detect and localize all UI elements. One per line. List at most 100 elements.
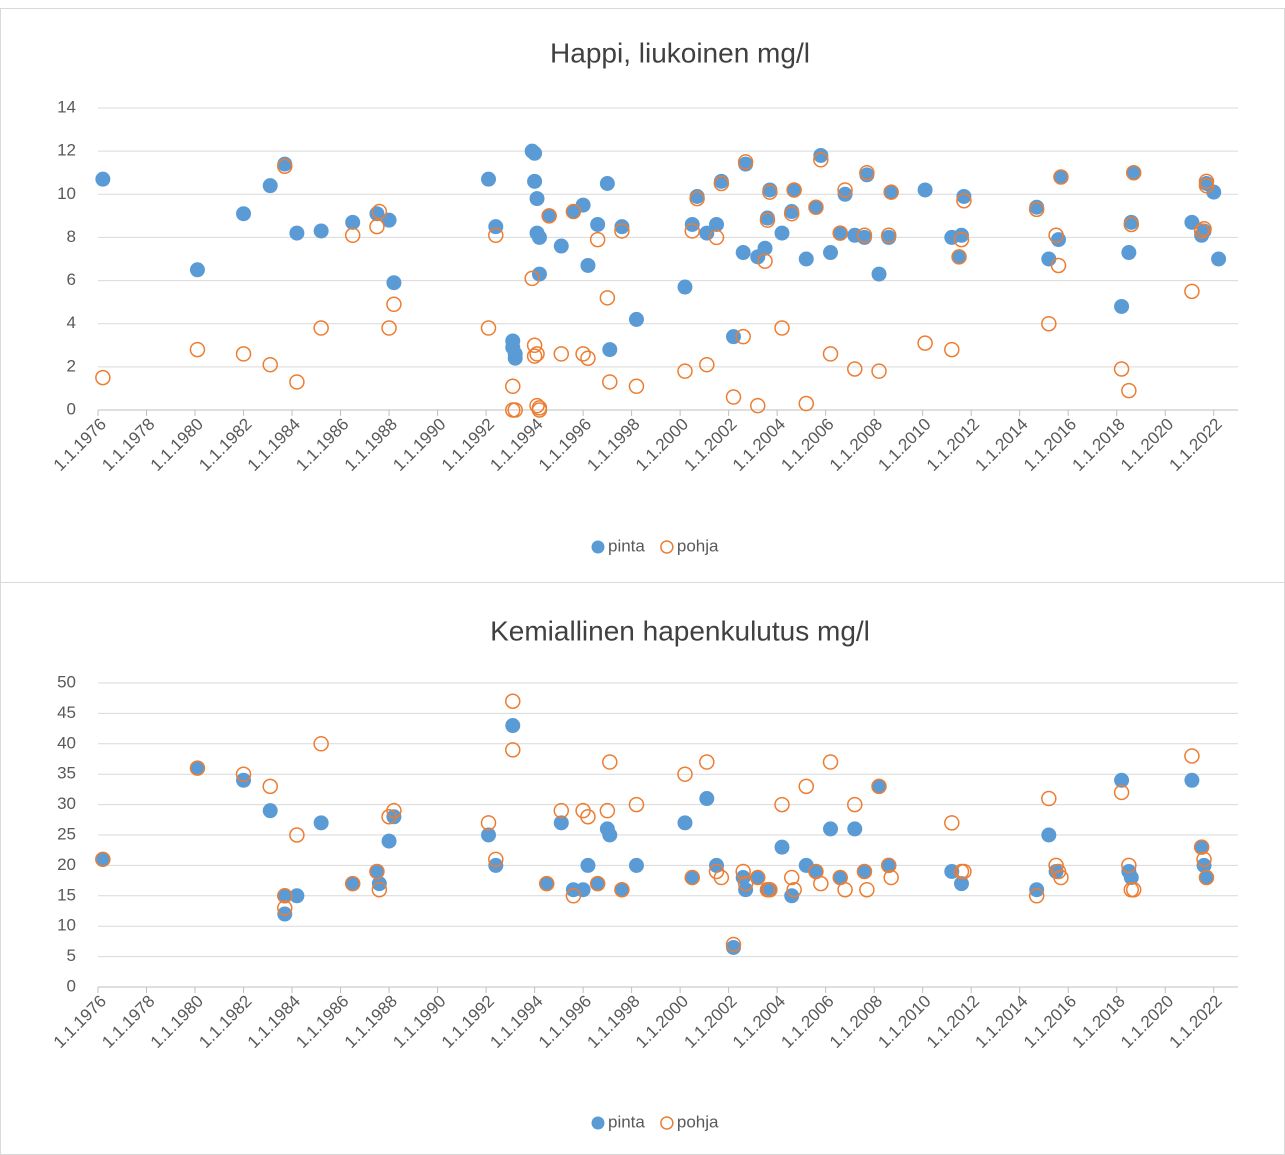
point [189,262,205,278]
legend-marker [660,540,674,554]
y-tick-label: 8 [67,227,76,246]
point [837,881,853,898]
point [1125,164,1142,181]
point [507,346,523,362]
point [262,778,278,795]
point [798,778,815,795]
point [628,378,645,395]
point [689,190,705,207]
point [847,821,863,837]
point [371,203,388,220]
point [725,939,741,955]
point [580,350,596,366]
point [684,869,701,886]
point [313,223,329,239]
point [749,397,766,414]
y-tick-label: 15 [57,885,76,904]
point [480,815,497,831]
point [1196,221,1212,237]
point [953,227,969,243]
point [614,223,630,239]
point [917,335,933,351]
point [580,857,596,873]
point [813,152,829,168]
point [786,182,802,198]
point [956,863,972,880]
point [369,218,385,235]
point [488,227,504,244]
point [1184,748,1200,764]
point [699,791,715,807]
point [735,863,751,880]
y-tick-label: 40 [57,733,76,752]
point [553,238,569,254]
point [951,249,967,265]
y-tick-label: 5 [67,946,76,965]
point [602,374,618,390]
point [1041,827,1057,843]
point [798,395,815,412]
point [1050,257,1067,274]
point [774,839,790,855]
point [944,815,960,831]
y-tick-label: 14 [57,97,76,116]
point [1053,169,1069,185]
point [289,374,305,390]
point [344,875,361,892]
point [480,320,497,336]
point [735,245,751,261]
point [553,802,570,819]
point [1184,772,1200,788]
point [859,164,875,181]
point [783,205,800,222]
point [602,754,618,770]
point [345,214,361,230]
point [505,718,521,734]
point [602,342,618,358]
point [708,229,725,246]
point [505,742,521,758]
point [1193,839,1210,855]
point [917,182,933,198]
point [759,212,776,228]
point [847,796,863,813]
point [699,356,715,373]
point [277,158,293,174]
point [628,857,644,873]
point [1184,283,1200,300]
point [529,346,545,362]
point [871,363,887,379]
point [526,337,543,354]
point [1125,881,1142,898]
point [289,225,305,241]
point [381,833,397,849]
point [1114,298,1130,314]
point [277,906,293,922]
point [1113,784,1130,801]
point [614,219,630,235]
point [684,223,701,239]
point [589,875,606,892]
point [956,193,972,209]
point [289,827,305,843]
point [481,827,497,843]
point [699,225,715,241]
legend-label: pinta [608,536,645,555]
y-tick-label: 0 [67,399,76,418]
point [1198,869,1215,886]
point [856,227,873,244]
point [488,219,504,235]
y-tick-label: 2 [67,356,76,375]
point [590,216,606,232]
legend-marker [591,540,605,554]
point [599,176,615,191]
point [798,251,814,267]
point [488,851,504,868]
point [313,736,329,752]
y-tick-label: 35 [57,764,76,783]
point [956,188,972,204]
point [531,266,547,282]
point [602,827,618,843]
point [531,402,548,418]
point [953,231,970,248]
